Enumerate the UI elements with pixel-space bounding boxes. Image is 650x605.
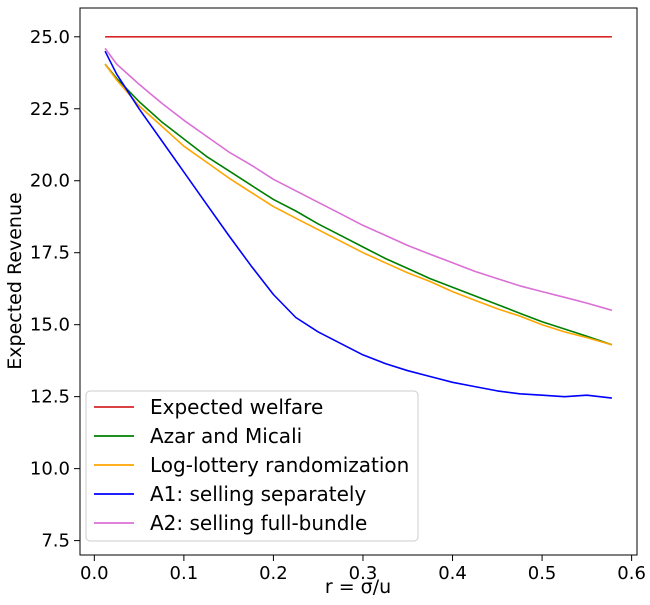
legend: Expected welfare Azar and Micali Log-lotte… xyxy=(85,390,419,542)
x-axis-label: r = σ/u xyxy=(325,576,391,598)
series-line-3 xyxy=(104,63,613,346)
series-line-5 xyxy=(104,47,613,312)
x-tick-label: 0.6 xyxy=(617,563,646,584)
legend-entry: A2: selling full-bundle xyxy=(150,511,367,535)
legend-entry: A1: selling separately xyxy=(150,482,366,506)
x-tick-label: 0.5 xyxy=(528,563,557,584)
series-line-2 xyxy=(104,63,613,346)
legend-entry: Azar and Micali xyxy=(150,424,302,448)
y-tick-label: 20.0 xyxy=(30,171,70,192)
y-tick-label: 15.0 xyxy=(30,315,70,336)
x-tick-label: 0.0 xyxy=(80,563,109,584)
y-tick-label: 10.0 xyxy=(30,459,70,480)
x-tick-label: 0.3 xyxy=(349,563,378,584)
x-tick-label: 0.1 xyxy=(170,563,199,584)
x-axis: 0.0 0.1 0.2 0.3 0.4 0.5 0.6 xyxy=(80,555,646,584)
legend-entry: Expected welfare xyxy=(150,395,323,419)
series-line-4 xyxy=(104,50,612,399)
y-axis: 7.5 10.0 12.5 15.0 17.5 20.0 22.5 25.0 xyxy=(30,27,80,552)
y-tick-label: 7.5 xyxy=(41,531,70,552)
y-tick-label: 17.5 xyxy=(30,243,70,264)
y-axis-label: Expected Revenue xyxy=(4,192,26,369)
x-tick-label: 0.2 xyxy=(259,563,288,584)
legend-frame xyxy=(85,390,419,542)
legend-entry: Log-lottery randomization xyxy=(150,453,409,477)
series-layer xyxy=(104,35,613,399)
x-tick-label: 0.4 xyxy=(438,563,467,584)
y-tick-label: 22.5 xyxy=(30,99,70,120)
y-tick-label: 25.0 xyxy=(30,27,70,48)
y-tick-label: 12.5 xyxy=(30,387,70,408)
